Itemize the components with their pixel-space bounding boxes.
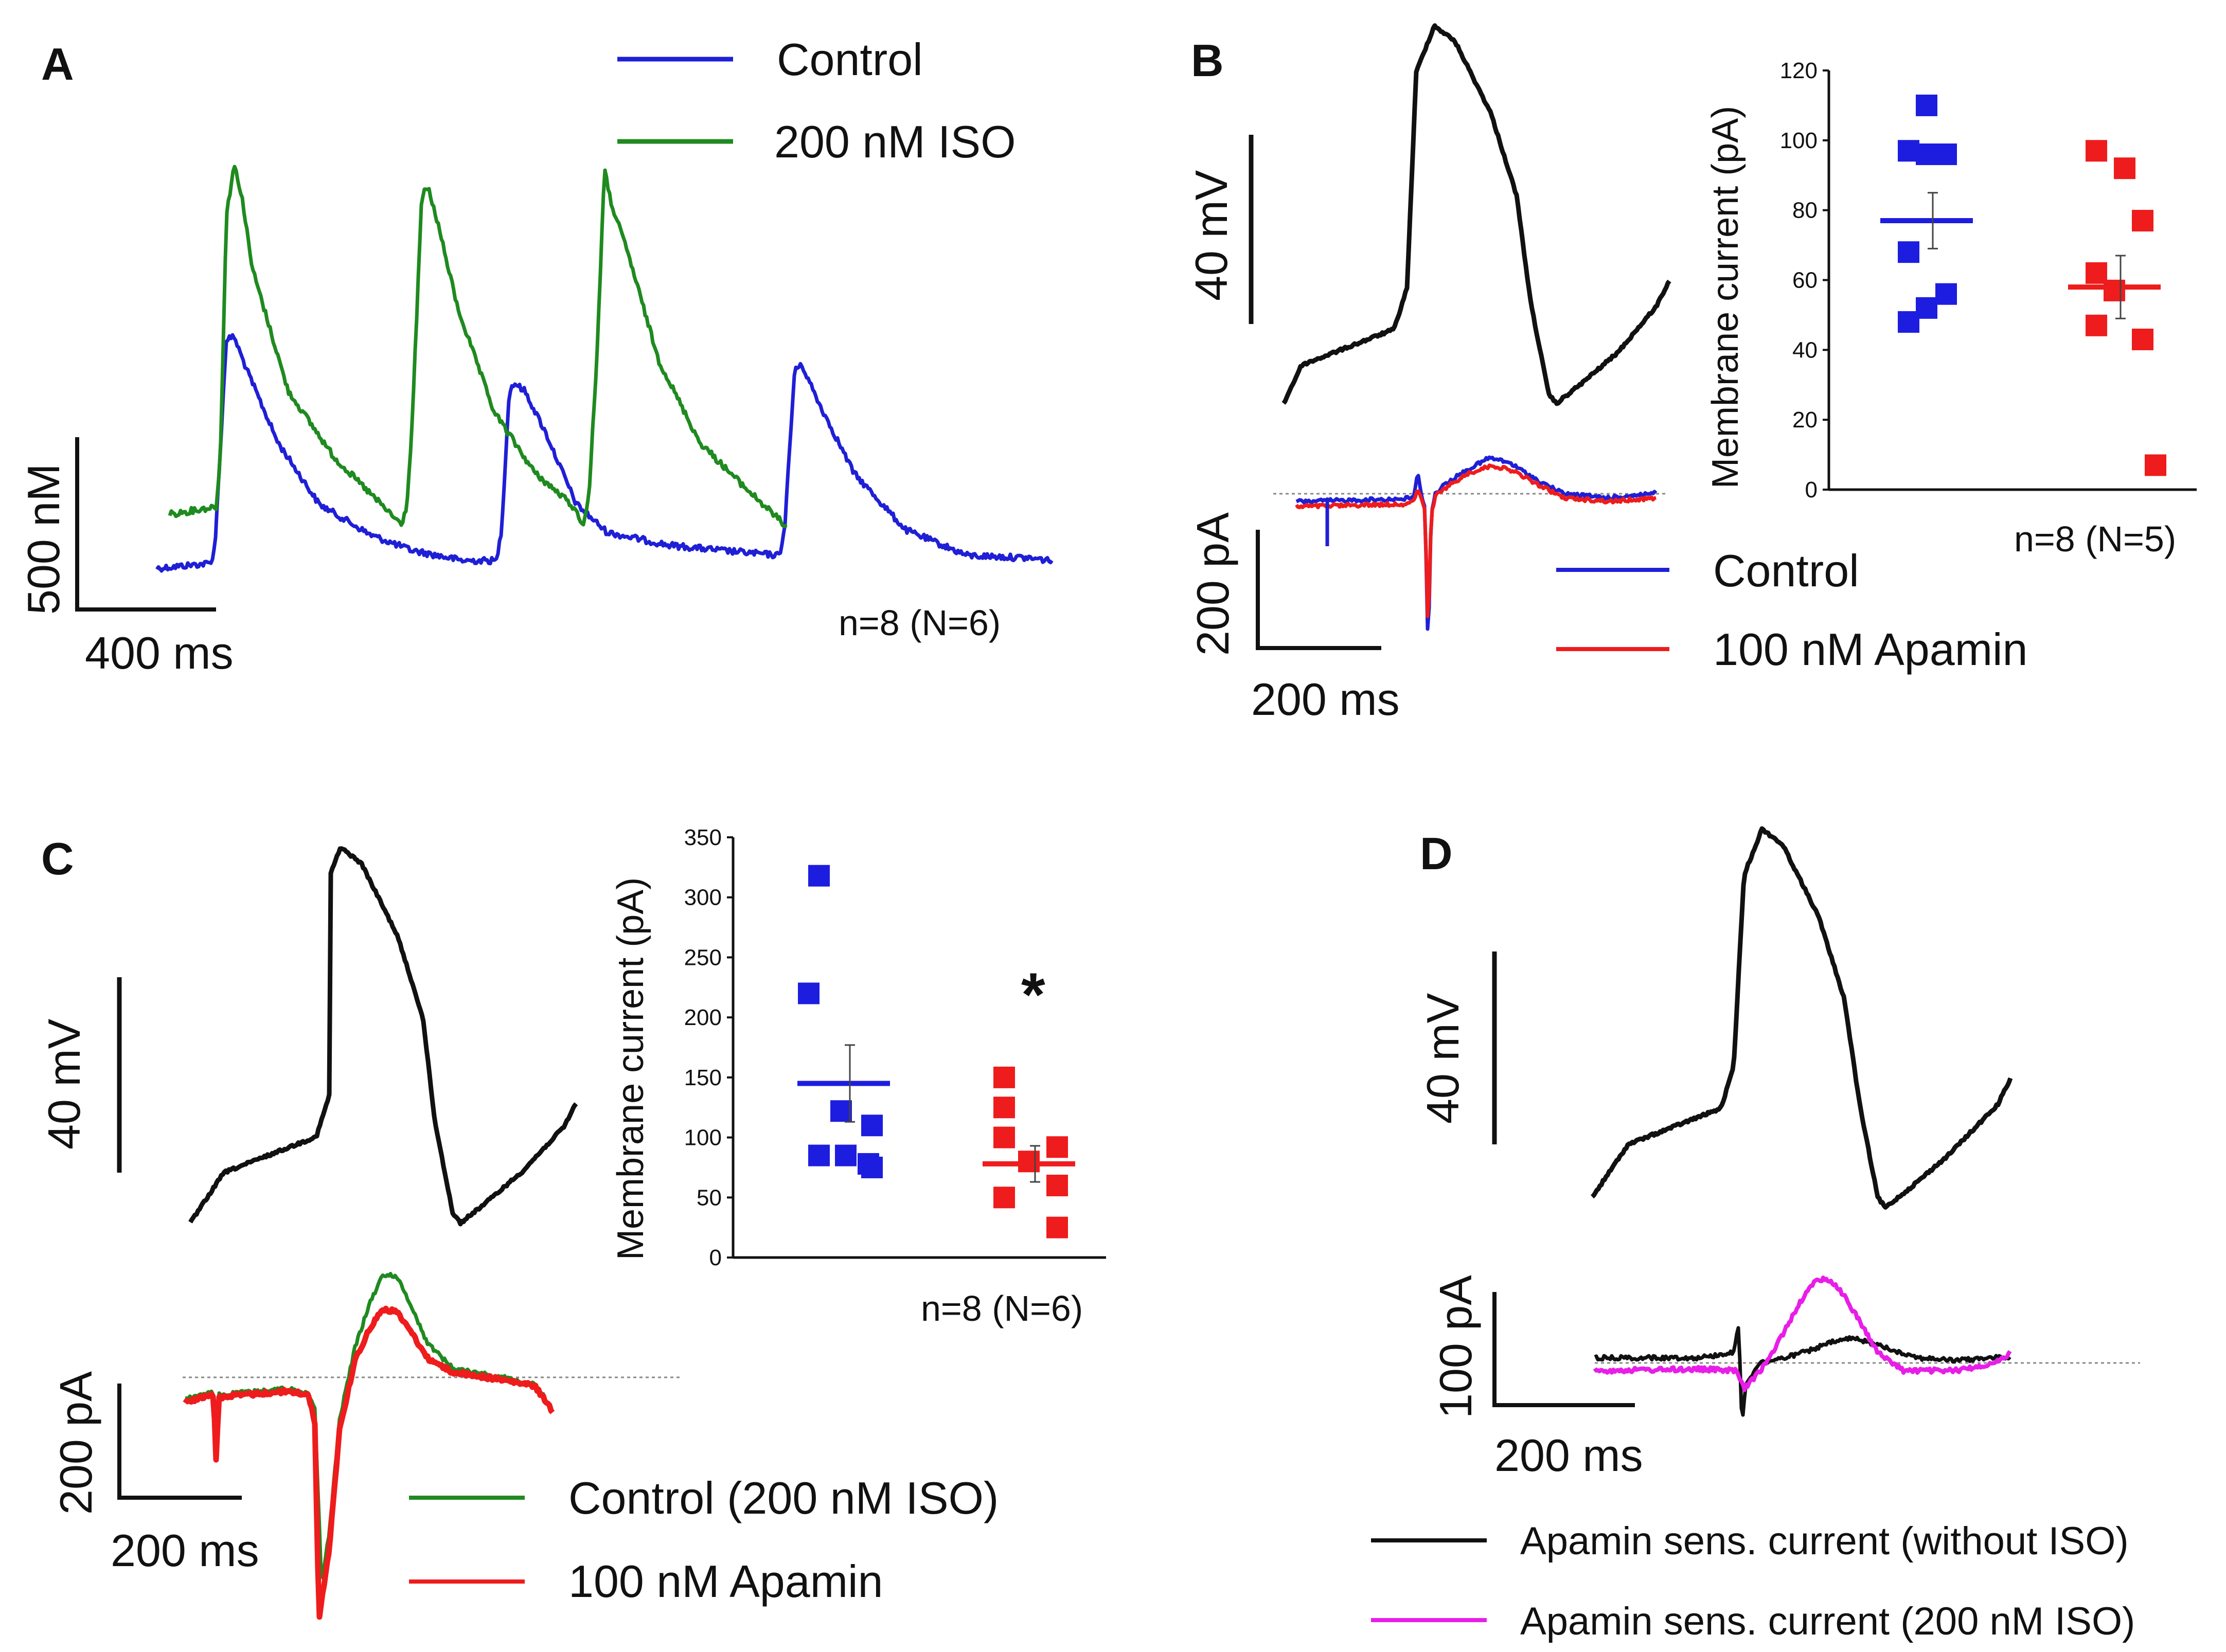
legend-c-apamin-label: 100 nM Apamin	[568, 1556, 883, 1607]
ap-trace-b	[1281, 23, 1671, 406]
scatter-c-y-axis-title: Membrane current (pA)	[610, 877, 651, 1260]
data-point	[1916, 143, 1937, 165]
data-point	[1898, 311, 1919, 333]
y-tick-label: 250	[684, 945, 722, 970]
y-tick-label: 0	[1805, 477, 1818, 502]
panel-a-n-label: n=8 (N=6)	[839, 603, 1001, 643]
y-tick-label: 120	[1780, 58, 1818, 83]
panel-b-n-label: n=8 (N=5)	[2014, 519, 2176, 559]
data-point	[2132, 210, 2153, 232]
data-point	[993, 1097, 1015, 1119]
panel-d: D 40 mV 100 pA 200 ms Apamin sens. curre…	[1371, 826, 2140, 1643]
data-point	[1935, 143, 1957, 165]
data-point	[2104, 279, 2125, 301]
y-tick-label: 50	[697, 1185, 722, 1210]
trace-a-control	[155, 333, 1054, 573]
panel-c: C 40 mV 200 pA 200 ms Control (200 nM IS…	[39, 825, 1106, 1620]
data-point	[1935, 283, 1957, 305]
scatter-plot-c: 0 50 100 150 200 250 300 350	[684, 825, 1106, 1270]
trace-a-iso	[168, 165, 788, 528]
legend-b-control-label: Control	[1713, 545, 1859, 596]
y-tick-label: 300	[684, 885, 722, 910]
legend-d-noiso-label: Apamin sens. current (without ISO)	[1520, 1519, 2129, 1563]
ap-trace-d	[1590, 826, 2013, 1210]
data-point	[861, 1115, 883, 1137]
panel-a: A Control 200 nM ISO 500 nM 400 ms n=8 (…	[18, 34, 1054, 678]
data-point	[993, 1066, 1015, 1088]
scatter-b-y-axis-title: Membrane current (pA)	[1705, 106, 1746, 489]
data-point	[1898, 241, 1919, 263]
data-point	[2114, 157, 2135, 179]
scatter-plot-b: 0 20 40 60 80 100 120	[1780, 58, 2197, 502]
scale-bar-c-current	[117, 1384, 242, 1500]
scale-b-voltage-label: 40 mV	[1186, 170, 1237, 301]
y-tick-label: 20	[1792, 407, 1818, 433]
data-point	[830, 1100, 852, 1122]
y-tick-label: 200	[684, 1005, 722, 1030]
scale-c-time-label: 200 ms	[111, 1525, 259, 1576]
y-tick-label: 150	[684, 1065, 722, 1090]
scale-d-time-label: 200 ms	[1494, 1430, 1643, 1481]
current-trace-d-without-iso	[1594, 1326, 2011, 1417]
scale-a-x-label: 400 ms	[85, 627, 234, 678]
y-tick-label: 0	[709, 1245, 722, 1270]
data-point	[861, 1156, 883, 1178]
data-point	[1916, 94, 1937, 116]
panel-b-letter: B	[1191, 35, 1224, 86]
legend-b-apamin-label: 100 nM Apamin	[1713, 624, 2028, 675]
current-trace-b-control	[1295, 455, 1658, 631]
data-point	[808, 865, 830, 887]
scale-bar-d-current	[1492, 1292, 1635, 1407]
legend-a-iso-label: 200 nM ISO	[774, 116, 1016, 167]
scale-d-voltage-label: 40 mV	[1417, 993, 1468, 1124]
current-trace-b-apamin	[1295, 463, 1657, 618]
y-tick-label: 40	[1792, 337, 1818, 363]
y-tick-label: 350	[684, 825, 722, 850]
significance-star-c: *	[1021, 960, 1045, 1029]
legend-d-iso-label: Apamin sens. current (200 nM ISO)	[1520, 1600, 2135, 1643]
panel-c-n-label: n=8 (N=6)	[921, 1288, 1083, 1328]
y-tick-label: 100	[684, 1125, 722, 1151]
ap-trace-c	[188, 846, 578, 1227]
current-trace-c-apamin	[183, 1305, 555, 1620]
data-point	[2086, 314, 2107, 336]
y-tick-label: 80	[1792, 198, 1818, 223]
panel-d-letter: D	[1420, 828, 1453, 879]
scale-c-current-label: 200 pA	[50, 1371, 101, 1515]
scale-bar-a	[75, 437, 216, 612]
data-point	[1046, 1174, 1068, 1196]
scale-d-current-label: 100 pA	[1430, 1275, 1481, 1418]
y-tick-label: 60	[1792, 268, 1818, 293]
data-point	[835, 1144, 857, 1166]
scale-a-y-label: 500 nM	[18, 463, 69, 615]
panel-b: B 40 mV 200 pA 200 ms Control 100 nM Apa…	[1186, 23, 2197, 725]
scale-b-time-label: 200 ms	[1251, 674, 1400, 725]
legend-c-control-label: Control (200 nM ISO)	[568, 1473, 999, 1523]
scale-bar-b-current	[1256, 530, 1381, 650]
data-point	[798, 982, 820, 1004]
legend-a-control-label: Control	[777, 34, 923, 85]
data-point	[2145, 454, 2166, 476]
panel-c-letter: C	[41, 833, 74, 884]
data-point	[808, 1144, 830, 1166]
scale-c-voltage-label: 40 mV	[39, 1018, 90, 1150]
scale-b-current-label: 200 pA	[1187, 512, 1238, 656]
data-point	[993, 1187, 1015, 1209]
y-tick-label: 100	[1780, 128, 1818, 153]
data-point	[993, 1126, 1015, 1148]
data-point	[1046, 1136, 1068, 1158]
data-point	[2132, 328, 2153, 350]
data-point	[1046, 1216, 1068, 1238]
current-trace-d-iso	[1593, 1276, 2012, 1392]
panel-a-letter: A	[41, 39, 74, 89]
data-point	[2086, 140, 2107, 162]
